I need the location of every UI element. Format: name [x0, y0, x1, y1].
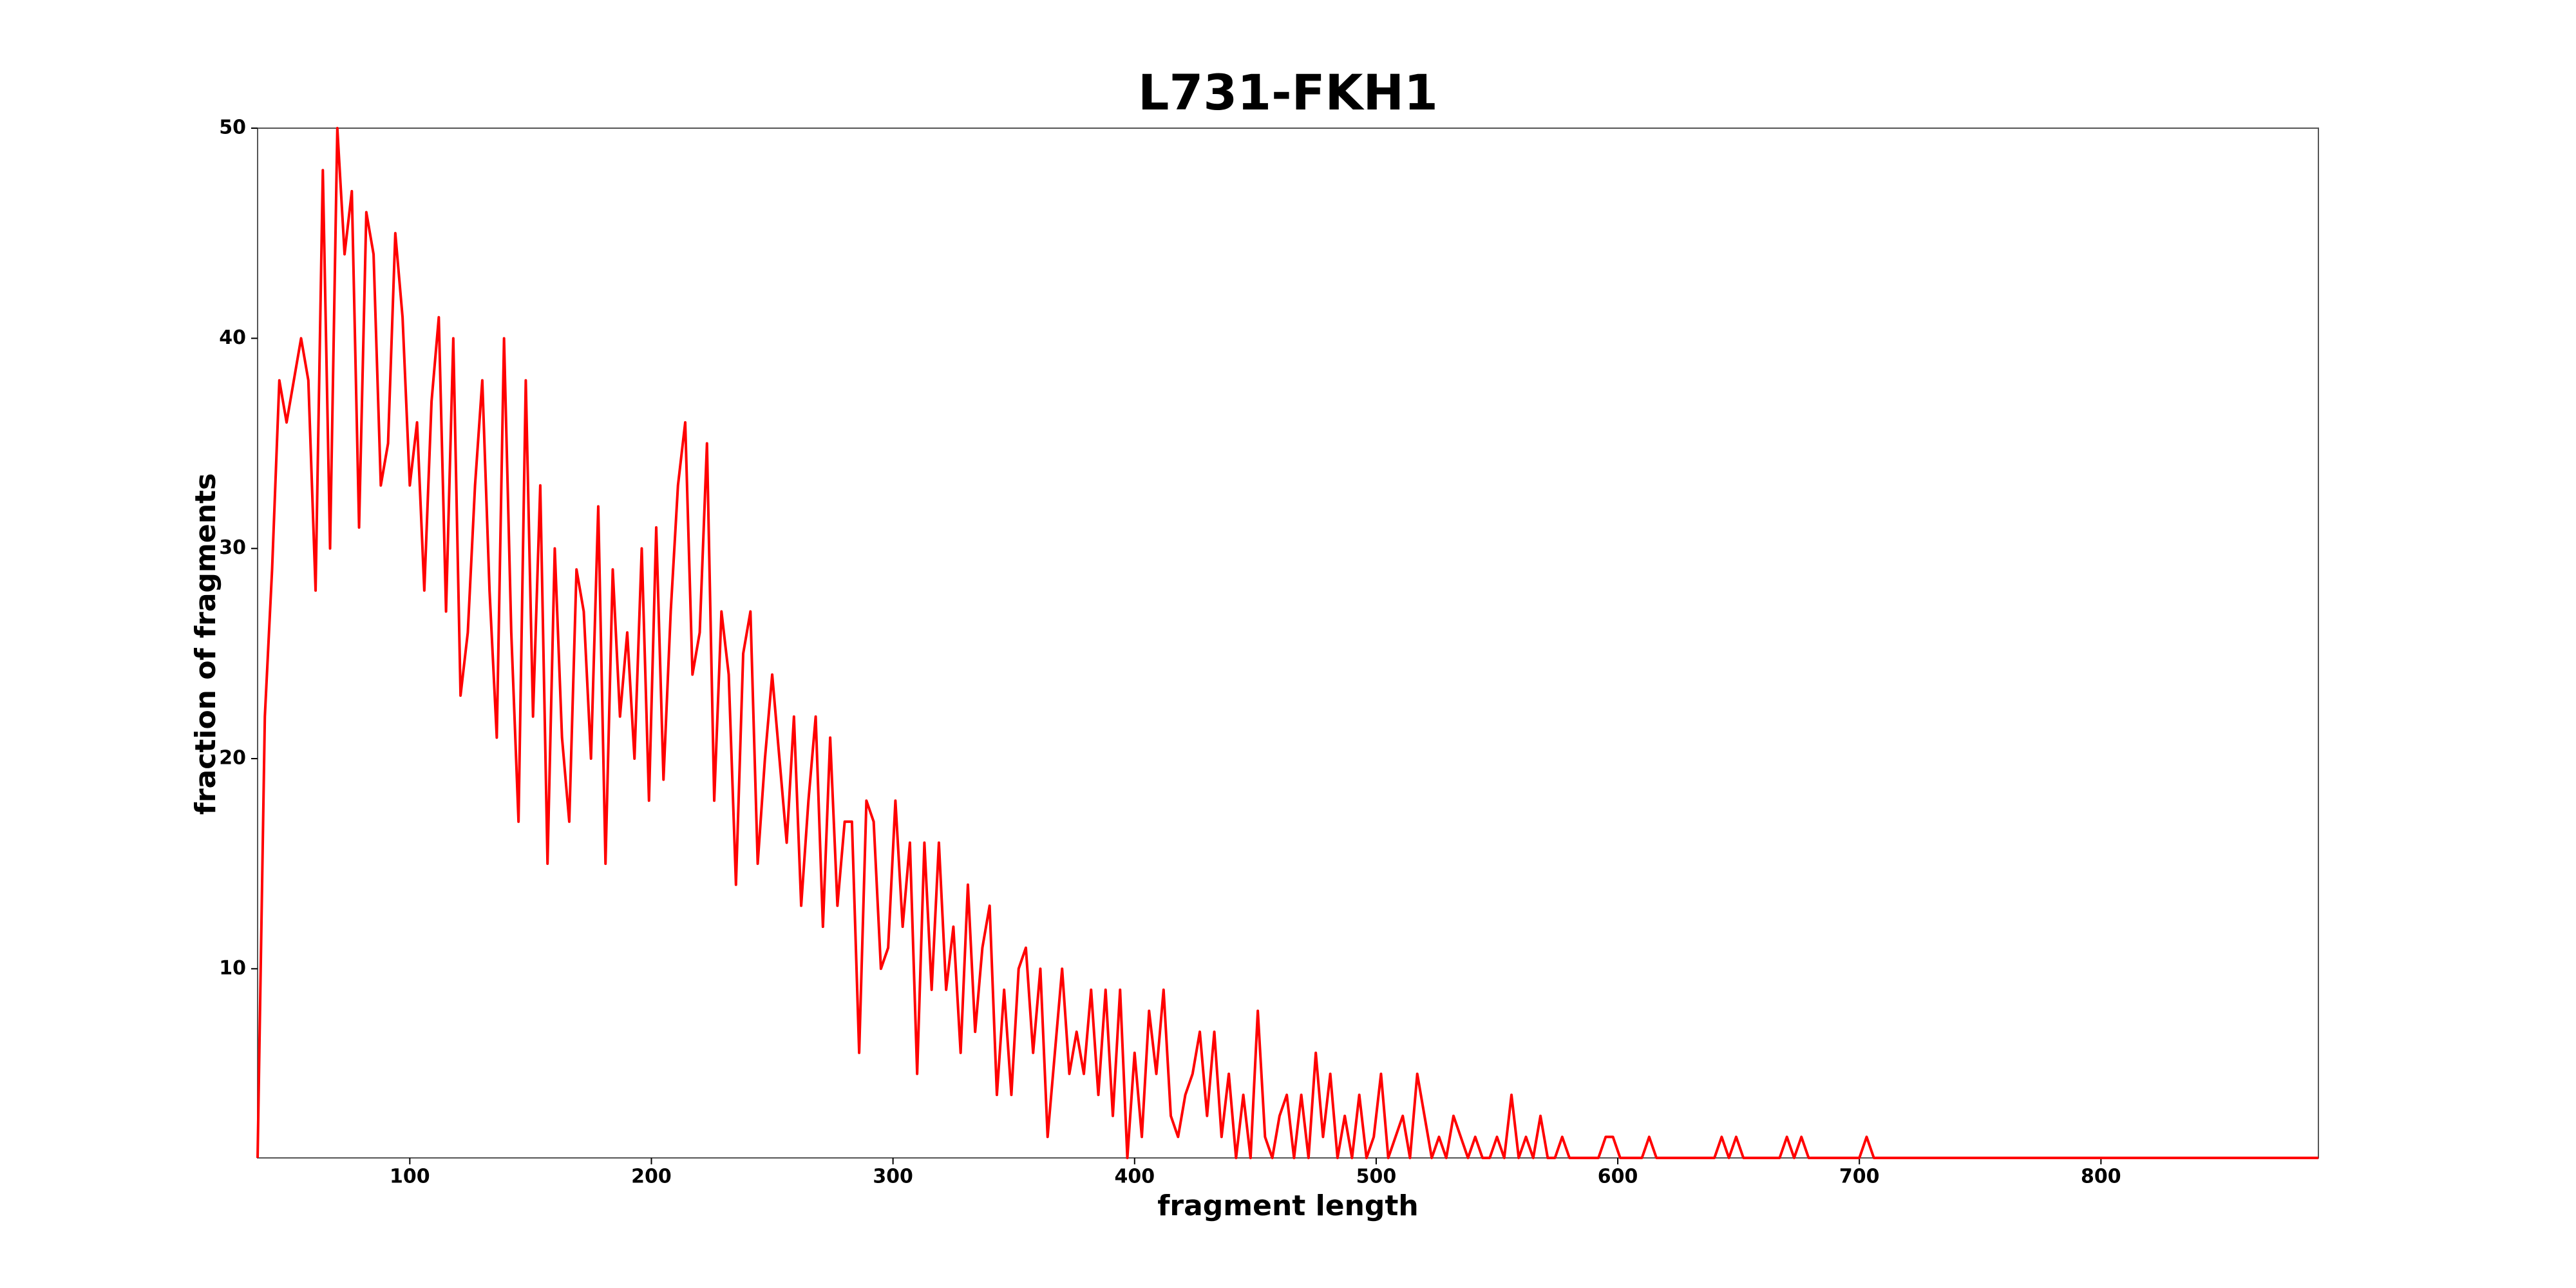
- x-tick-label: 600: [1598, 1166, 1638, 1188]
- y-tick-label: 50: [219, 117, 246, 139]
- x-tick-label: 800: [2081, 1166, 2121, 1188]
- x-tick-label: 300: [873, 1166, 913, 1188]
- y-axis-label: fraction of fragments: [189, 473, 222, 815]
- x-tick-label: 200: [631, 1166, 672, 1188]
- x-tick-label: 400: [1114, 1166, 1155, 1188]
- y-tick-label: 20: [219, 746, 246, 769]
- plot-frame: [257, 128, 2319, 1159]
- y-tick-label: 30: [219, 536, 246, 559]
- x-axis-label: fragment length: [1157, 1189, 1419, 1222]
- y-tick-label: 10: [219, 957, 246, 980]
- x-tick-label: 700: [1839, 1166, 1880, 1188]
- chart-title: L731-FKH1: [1138, 64, 1438, 121]
- x-tick-label: 100: [390, 1166, 430, 1188]
- x-tick-label: 500: [1356, 1166, 1397, 1188]
- data-line: [256, 127, 2318, 1159]
- y-tick-label: 40: [219, 327, 246, 349]
